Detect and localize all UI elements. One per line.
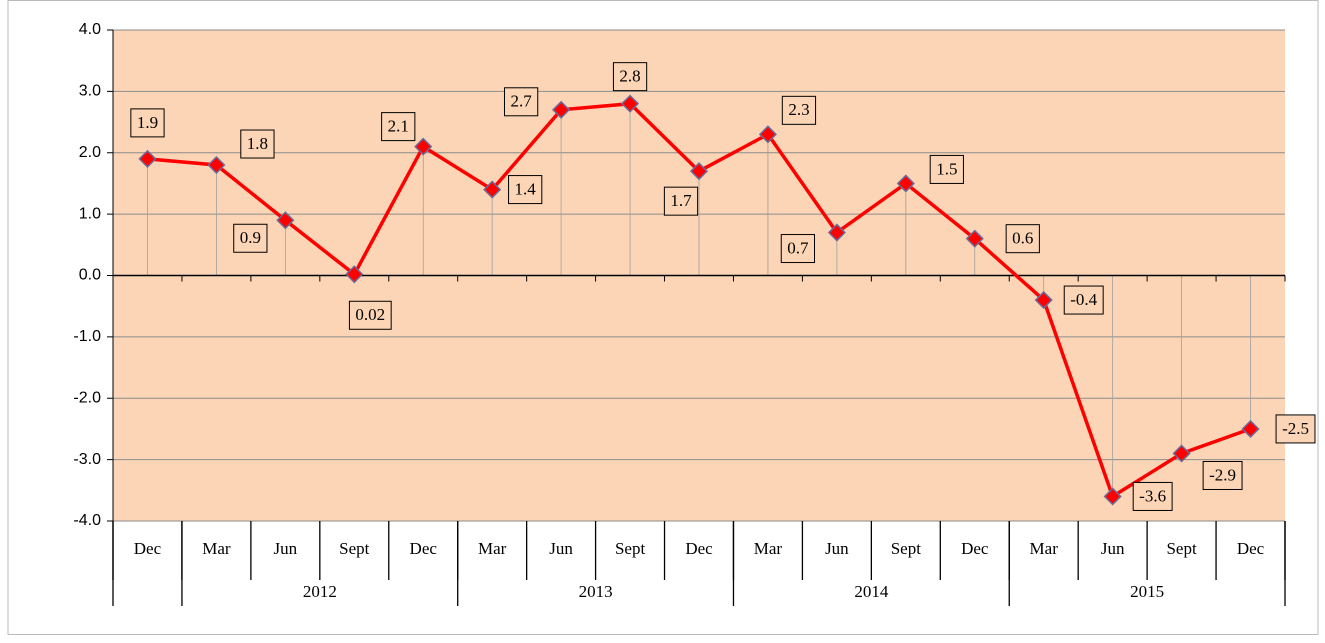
data-label-box <box>1005 224 1040 254</box>
x-tick-label: Jun <box>825 539 849 558</box>
data-label: 1.4 <box>515 179 537 198</box>
marker <box>689 162 709 181</box>
x-tick-label: Dec <box>685 539 713 558</box>
y-tick-label: 0.0 <box>79 267 101 284</box>
data-label-box <box>780 234 816 264</box>
data-label-box <box>1132 481 1173 511</box>
marker <box>1034 290 1053 310</box>
data-label: 2.1 <box>388 117 409 136</box>
marker <box>552 100 571 119</box>
data-label-box <box>503 87 539 117</box>
data-label: 0.6 <box>1012 229 1033 248</box>
group-label: 2014 <box>854 582 889 601</box>
data-label-box <box>130 108 165 138</box>
y-tick-label: 4.0 <box>79 21 101 38</box>
x-tick-label: Dec <box>961 539 989 558</box>
x-tick-label: Mar <box>1030 539 1059 558</box>
y-tick-label: -1.0 <box>73 328 101 345</box>
data-label: 1.7 <box>670 191 692 210</box>
y-tick-label: -4.0 <box>73 512 101 529</box>
data-label-box <box>508 175 543 205</box>
data-label-box <box>233 223 268 253</box>
y-tick-label: -2.0 <box>73 389 101 406</box>
data-label-box <box>663 186 699 216</box>
data-label: 0.02 <box>355 305 385 324</box>
marker <box>620 94 640 113</box>
data-label: 1.5 <box>936 159 957 178</box>
data-label: 0.9 <box>240 228 261 247</box>
marker <box>276 211 295 230</box>
marker <box>1241 419 1260 438</box>
x-tick-label: Dec <box>410 539 438 558</box>
data-label-box <box>612 62 648 92</box>
data-label-box <box>1202 460 1243 490</box>
data-label: 1.8 <box>247 134 268 153</box>
data-label: 1.9 <box>137 113 158 132</box>
x-tick-label: Mar <box>754 539 783 558</box>
x-tick-label: Jun <box>1101 539 1125 558</box>
y-tick-label: 1.0 <box>79 205 101 222</box>
x-tick-label: Mar <box>478 539 507 558</box>
data-label-box <box>929 154 964 184</box>
marker <box>827 223 846 242</box>
data-label: -2.5 <box>1282 419 1309 438</box>
data-label: 2.8 <box>619 67 640 86</box>
y-tick-label: 3.0 <box>79 83 101 100</box>
data-label: 0.7 <box>787 238 809 257</box>
x-tick-label: Dec <box>134 539 162 558</box>
marker <box>758 125 778 144</box>
data-label: 2.7 <box>510 92 532 111</box>
x-tick-label: Jun <box>549 539 573 558</box>
data-label: -2.9 <box>1209 465 1236 484</box>
marker <box>483 180 502 199</box>
data-label: -0.4 <box>1070 290 1097 309</box>
marker <box>965 229 984 248</box>
marker <box>207 155 226 175</box>
group-label: 2015 <box>1130 582 1164 601</box>
group-label: 2013 <box>579 582 613 601</box>
x-tick-label: Mar <box>202 539 231 558</box>
y-tick-label: -3.0 <box>73 451 101 468</box>
marker <box>1103 487 1122 506</box>
data-label: 2.3 <box>788 100 809 119</box>
x-tick-label: Sept <box>891 539 922 558</box>
x-tick-label: Sept <box>615 539 646 558</box>
marker <box>896 174 915 193</box>
x-tick-label: Jun <box>274 539 298 558</box>
data-label: -3.6 <box>1139 486 1166 505</box>
x-tick-label: Sept <box>339 539 370 558</box>
x-tick-label: Sept <box>1166 539 1197 558</box>
data-label-box <box>1275 414 1316 444</box>
marker <box>1172 444 1191 463</box>
marker <box>414 137 433 156</box>
group-label: 2012 <box>303 582 337 601</box>
data-label-box <box>1063 285 1104 315</box>
marker <box>345 265 364 284</box>
x-tick-label: Dec <box>1237 539 1265 558</box>
data-label-box <box>381 112 416 142</box>
data-label-box <box>240 129 275 159</box>
marker <box>138 149 157 168</box>
data-label-box <box>781 95 817 125</box>
data-label-box <box>348 300 392 330</box>
y-tick-label: 2.0 <box>79 144 101 161</box>
